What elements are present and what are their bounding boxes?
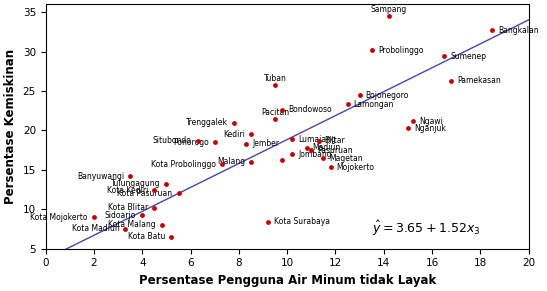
- Text: Tulungagung: Tulungagung: [111, 180, 160, 189]
- Text: Malang: Malang: [217, 157, 245, 166]
- Text: Jember: Jember: [252, 139, 279, 148]
- Text: Lumajang: Lumajang: [298, 135, 336, 144]
- Point: [447, 79, 456, 83]
- Point: [211, 140, 219, 145]
- Point: [271, 116, 280, 121]
- Point: [150, 188, 159, 193]
- Point: [230, 120, 238, 125]
- Point: [90, 215, 98, 219]
- Text: Kota Blitar: Kota Blitar: [108, 203, 148, 212]
- Point: [121, 227, 130, 231]
- Point: [384, 13, 393, 18]
- Point: [247, 132, 255, 137]
- Point: [271, 82, 280, 87]
- Text: Pacitan: Pacitan: [261, 108, 289, 117]
- Point: [440, 54, 449, 59]
- Text: Lamongan: Lamongan: [353, 100, 394, 109]
- Text: Tuban: Tuban: [264, 74, 287, 83]
- Text: Bondowoso: Bondowoso: [288, 106, 332, 114]
- Point: [194, 138, 202, 143]
- Text: Bangkalan: Bangkalan: [498, 26, 539, 35]
- Text: Banyuwangi: Banyuwangi: [77, 172, 124, 181]
- Text: Kota Pasuruan: Kota Pasuruan: [118, 189, 172, 198]
- Point: [314, 138, 323, 143]
- Text: Kota Mojokerto: Kota Mojokerto: [31, 212, 88, 221]
- Text: Sumenep: Sumenep: [450, 52, 486, 61]
- Point: [327, 165, 335, 170]
- Point: [157, 223, 166, 227]
- Point: [278, 158, 287, 163]
- Text: Magetan: Magetan: [329, 154, 363, 162]
- X-axis label: Persentase Pengguna Air Minum tidak Layak: Persentase Pengguna Air Minum tidak Laya…: [138, 274, 436, 287]
- Text: Mojokerto: Mojokerto: [337, 163, 375, 172]
- Y-axis label: Persentase Kemiskinan: Persentase Kemiskinan: [4, 49, 17, 204]
- Point: [247, 160, 255, 164]
- Text: Ngawi: Ngawi: [419, 116, 443, 125]
- Point: [488, 28, 497, 33]
- Text: Pasuruan: Pasuruan: [317, 146, 353, 155]
- Text: $\hat{y} = 3.65 + 1.52x_3$: $\hat{y} = 3.65 + 1.52x_3$: [372, 219, 480, 238]
- Text: Sampang: Sampang: [370, 5, 407, 14]
- Point: [409, 119, 417, 123]
- Text: Kediri: Kediri: [223, 130, 245, 139]
- Point: [150, 205, 159, 210]
- Point: [368, 48, 376, 52]
- Point: [162, 182, 171, 186]
- Text: Bojonegoro: Bojonegoro: [366, 91, 409, 100]
- Text: Jombang: Jombang: [298, 150, 331, 159]
- Point: [404, 126, 412, 130]
- Point: [218, 162, 226, 167]
- Point: [343, 102, 352, 107]
- Text: Ponorogo: Ponorogo: [173, 138, 209, 147]
- Text: Blitar: Blitar: [324, 136, 345, 145]
- Point: [278, 108, 287, 112]
- Text: Situbondo: Situbondo: [153, 136, 192, 145]
- Text: Probolinggo: Probolinggo: [378, 46, 423, 55]
- Text: Nganjuk: Nganjuk: [414, 124, 446, 133]
- Text: Madiun: Madiun: [312, 143, 341, 152]
- Text: Kota Probolinggo: Kota Probolinggo: [151, 160, 216, 169]
- Point: [288, 152, 296, 156]
- Point: [126, 174, 135, 178]
- Point: [167, 235, 176, 239]
- Text: Kota Madiun: Kota Madiun: [72, 224, 119, 233]
- Point: [264, 219, 272, 224]
- Point: [174, 191, 183, 196]
- Point: [355, 93, 364, 97]
- Point: [319, 156, 328, 160]
- Point: [242, 141, 251, 146]
- Text: Kota Kediri: Kota Kediri: [107, 186, 148, 195]
- Text: Kota Batu: Kota Batu: [128, 232, 165, 241]
- Point: [138, 213, 147, 218]
- Text: Kota Surabaya: Kota Surabaya: [274, 217, 330, 226]
- Text: Pamekasan: Pamekasan: [457, 76, 501, 85]
- Text: Kota Malang: Kota Malang: [108, 221, 155, 229]
- Point: [307, 148, 316, 152]
- Text: Sidoarjo: Sidoarjo: [105, 211, 136, 220]
- Point: [288, 137, 296, 141]
- Text: Trenggalek: Trenggalek: [186, 118, 228, 127]
- Point: [302, 146, 311, 150]
